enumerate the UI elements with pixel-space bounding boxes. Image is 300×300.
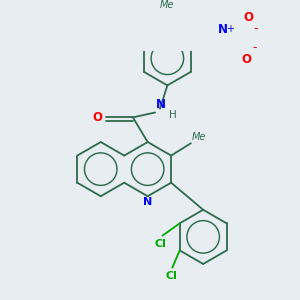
Text: Me: Me [160, 0, 175, 10]
Text: H: H [169, 110, 176, 120]
Text: O: O [244, 11, 254, 24]
Text: Cl: Cl [165, 272, 177, 281]
Text: O: O [241, 53, 251, 66]
Text: -: - [254, 22, 258, 35]
Text: Cl: Cl [154, 239, 166, 249]
Text: N: N [143, 197, 152, 208]
Text: N: N [218, 23, 228, 36]
Text: O: O [92, 111, 102, 124]
Text: +: + [226, 24, 234, 34]
Text: Me: Me [192, 132, 206, 142]
Text: -: - [252, 41, 256, 54]
Text: N: N [156, 98, 166, 111]
